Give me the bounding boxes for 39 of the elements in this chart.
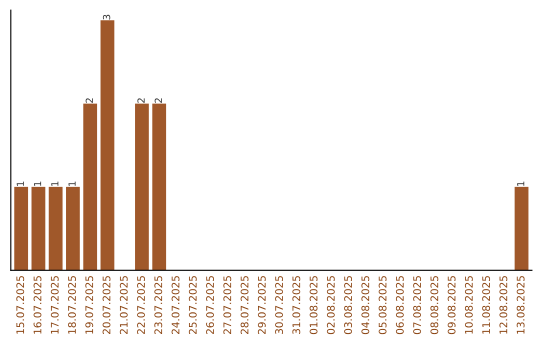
x-tick-label: 06.08.2025 [396,276,404,334]
data-label: 2 [137,98,145,103]
x-tick-label: 05.08.2025 [378,276,387,334]
x-tick-label: 08.08.2025 [430,276,438,334]
x-tick-label: 02.08.2025 [326,276,335,334]
x-tick-label: 28.07.2025 [240,276,248,334]
x-tick-label: 26.07.2025 [206,276,214,334]
x-tick-label: 31.07.2025 [292,276,300,334]
x-tick-label: 21.07.2025 [120,276,128,334]
x-tick-label: 19.07.2025 [85,276,94,334]
x-tick-label: 17.07.2025 [50,276,59,334]
data-label: 2 [86,98,93,103]
x-tick-label: 15.07.2025 [16,276,24,334]
x-tick-label: 24.07.2025 [172,276,180,334]
x-tick-label: 07.08.2025 [413,276,422,334]
data-label: 1 [16,182,24,186]
x-tick-label: 11.08.2025 [482,276,490,334]
x-tick-label: 04.08.2025 [361,276,370,334]
x-tick-label: 12.08.2025 [499,276,508,334]
x-tick-label: 10.08.2025 [464,276,473,334]
x-tick-label: 16.07.2025 [34,276,42,334]
x-tick-label: 23.07.2025 [154,276,162,334]
x-tick-label: 30.07.2025 [275,276,283,334]
x-tick-label: 18.07.2025 [68,276,76,334]
x-tick-label: 22.07.2025 [137,276,145,334]
data-label: 1 [34,182,42,186]
x-tick-label: 13.08.2025 [516,276,525,334]
x-tick-label: 25.07.2025 [188,276,197,334]
data-label: 1 [68,182,76,186]
data-label: 2 [154,98,162,103]
x-tick-label: 27.07.2025 [223,276,232,334]
data-label: 1 [517,182,524,186]
data-label: 3 [102,14,110,20]
x-tick-label: 29.07.2025 [258,276,266,334]
x-tick-label: 09.08.2025 [448,276,456,334]
x-tick-label: 03.08.2025 [344,276,352,334]
data-label: 1 [51,182,58,186]
x-tick-label: 20.07.2025 [102,276,110,334]
x-tick-label: 01.08.2025 [310,276,318,334]
